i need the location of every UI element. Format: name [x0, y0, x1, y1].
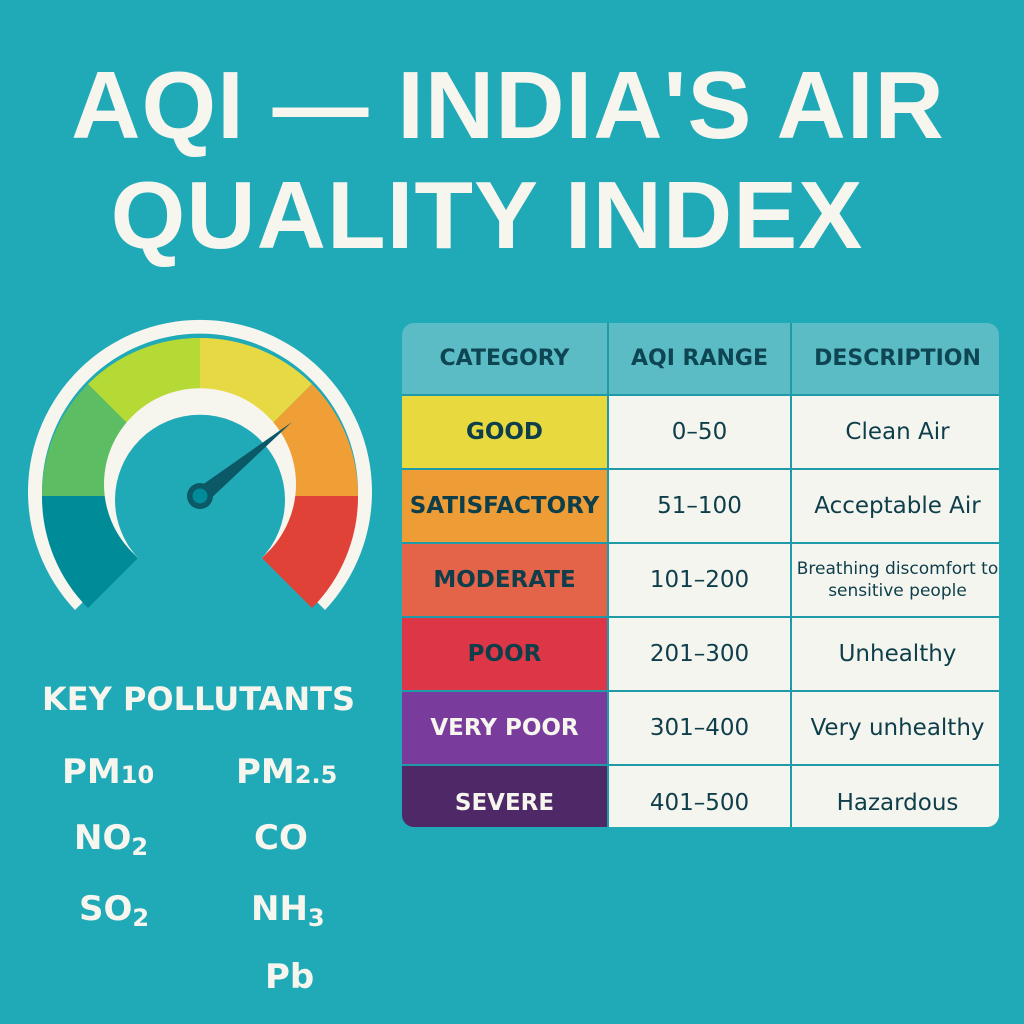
header-aqi-range: AQI RANGE	[609, 323, 790, 394]
description-severe: Hazardous	[792, 766, 999, 827]
pollutant-pm2-5: PM2.5	[236, 752, 338, 792]
category-moderate: MODERATE	[402, 544, 607, 616]
description-moderate: Breathing discomfort to sensitive people	[792, 544, 999, 616]
page-title-line-1: AQI — INDIA'S AIR	[71, 52, 945, 159]
category-very-poor: VERY POOR	[402, 692, 607, 764]
category-good: GOOD	[402, 396, 607, 468]
range-good: 0–50	[609, 396, 790, 468]
range-moderate: 101–200	[609, 544, 790, 616]
category-satisfactory: SATISFACTORY	[402, 470, 607, 542]
pollutant-co: CO	[254, 818, 308, 858]
range-very-poor: 301–400	[609, 692, 790, 764]
description-good: Clean Air	[792, 396, 999, 468]
description-poor: Unhealthy	[792, 618, 999, 690]
category-severe: SEVERE	[402, 766, 607, 827]
header-description: DESCRIPTION	[792, 323, 999, 394]
pollutant-no2: NO2	[74, 818, 149, 861]
speedometer-gauge-icon	[28, 319, 372, 610]
pollutant-pb: Pb	[265, 957, 315, 997]
description-satisfactory: Acceptable Air	[792, 470, 999, 542]
aqi-category-table: CATEGORY AQI RANGE DESCRIPTION GOOD 0–50…	[402, 323, 999, 827]
pollutant-so2: SO2	[79, 889, 150, 932]
page-title-line-2: QUALITY INDEX	[110, 162, 864, 269]
range-severe: 401–500	[609, 766, 790, 827]
pollutant-pm10: PM10	[62, 752, 155, 792]
range-poor: 201–300	[609, 618, 790, 690]
category-poor: POOR	[402, 618, 607, 690]
gauge-needle	[195, 422, 292, 503]
key-pollutants-heading: KEY POLLUTANTS	[42, 680, 356, 718]
range-satisfactory: 51–100	[609, 470, 790, 542]
description-very-poor: Very unhealthy	[792, 692, 999, 764]
pollutant-nh3: NH3	[251, 889, 325, 932]
header-category: CATEGORY	[402, 323, 607, 394]
